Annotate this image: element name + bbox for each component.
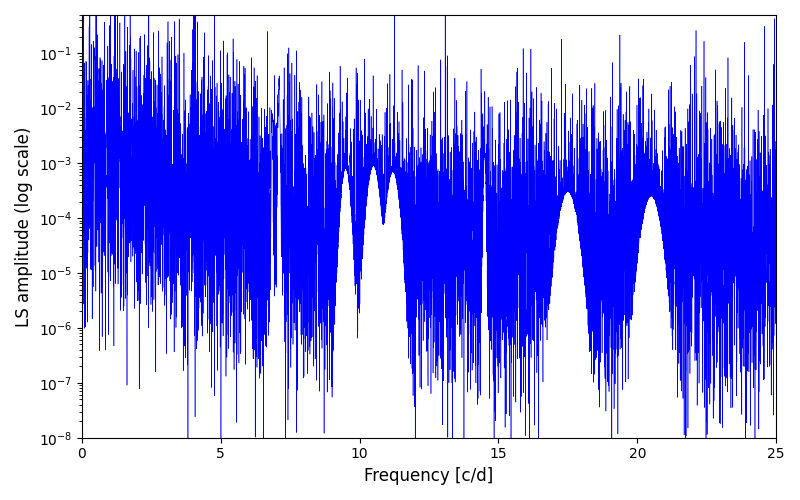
X-axis label: Frequency [c/d]: Frequency [c/d] [364,467,494,485]
Y-axis label: LS amplitude (log scale): LS amplitude (log scale) [15,126,33,326]
